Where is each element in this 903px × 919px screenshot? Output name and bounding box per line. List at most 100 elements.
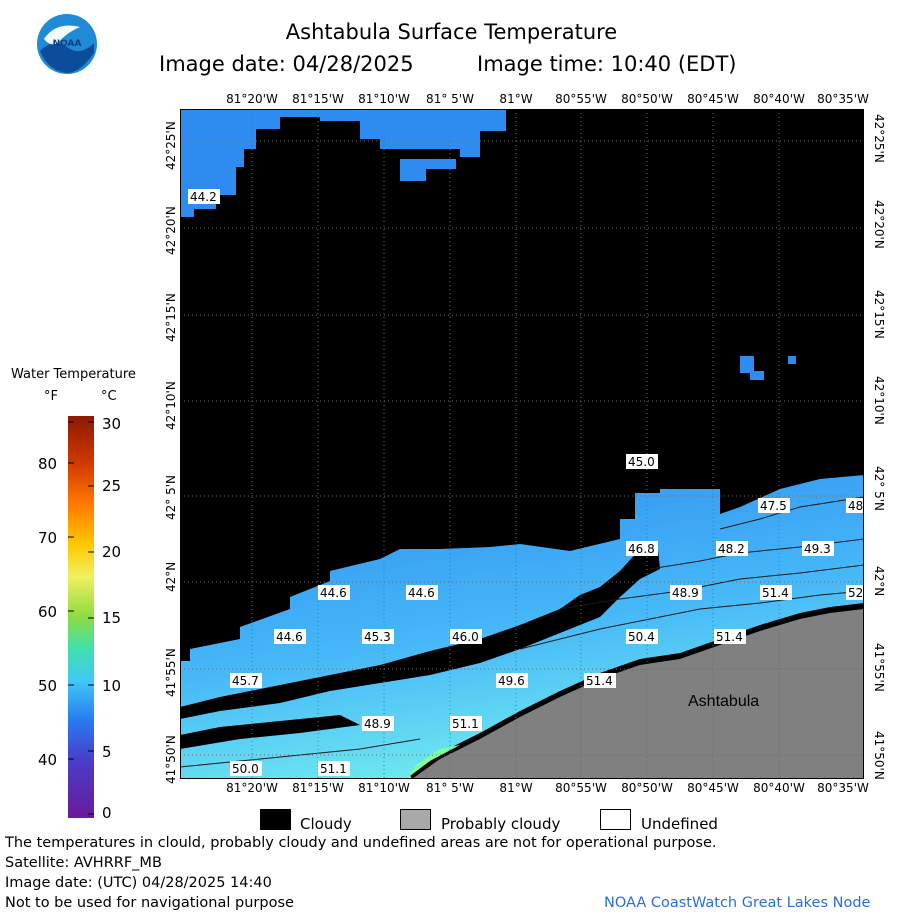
isotherm-label: 46.8 — [628, 542, 655, 556]
footer-nav-warning: Not to be used for navigational purpose — [5, 895, 294, 911]
lon-tick-top: 80°50'W — [621, 92, 673, 106]
scale-label-f: 40 — [38, 751, 58, 769]
lat-tick-left: 42°25'N — [164, 121, 178, 170]
isotherm-label: 49.3 — [804, 542, 831, 556]
footer-disclaimer: The temperatures in clould, probably clo… — [5, 835, 717, 851]
isotherm-label: 52 — [848, 586, 863, 600]
isotherm-label: 48 — [848, 499, 863, 513]
lon-tick-top: 81°W — [499, 92, 533, 106]
lon-tick-bottom: 80°50'W — [621, 781, 673, 795]
isotherm-labels: 44.2 45.0 47.5 48 46.8 48.2 49.3 44.6 44… — [188, 189, 864, 776]
isotherm-label: 45.7 — [232, 674, 259, 688]
lat-tick-right: 42°20'N — [872, 200, 886, 249]
image-date: Image date: 04/28/2025 — [159, 52, 414, 76]
key-label-probably-cloudy: Probably cloudy — [441, 815, 561, 833]
isotherm-label: 47.5 — [760, 499, 787, 513]
isotherm-label: 51.4 — [586, 674, 613, 688]
place-label-ashtabula: Ashtabula — [688, 693, 759, 710]
lat-tick-right: 41°50'N — [872, 731, 886, 780]
image-time: Image time: 10:40 (EDT) — [477, 52, 737, 76]
footer-satellite: Satellite: AVHRRF_MB — [5, 855, 162, 871]
isotherm-label: 45.3 — [364, 630, 391, 644]
isotherm-label: 48.2 — [718, 542, 745, 556]
lon-tick-bottom: 81°15'W — [292, 781, 344, 795]
legend-unit-c: °C — [101, 389, 117, 404]
map-frame — [180, 109, 864, 779]
lon-tick-bottom: 81°20'W — [226, 781, 278, 795]
scale-ticks — [68, 421, 94, 815]
lon-tick-bottom: 81°W — [499, 781, 533, 795]
lon-tick-top: 80°55'W — [555, 92, 607, 106]
lon-tick-bottom: 80°55'W — [555, 781, 607, 795]
lat-tick-right: 42°10'N — [872, 376, 886, 425]
color-scale-bar — [68, 416, 94, 818]
isotherm-label: 44.6 — [408, 586, 435, 600]
scale-label-f: 60 — [38, 603, 58, 621]
water-patch-east-small — [788, 356, 796, 364]
isotherm-label: 45.0 — [628, 455, 655, 469]
isotherm-label: 44.6 — [320, 586, 347, 600]
cloud-band-2 — [180, 715, 360, 749]
lat-tick-right: 41°55'N — [872, 643, 886, 692]
key-label-undefined: Undefined — [641, 815, 718, 833]
isotherm-label: 51.1 — [452, 717, 479, 731]
lat-tick-left: 41°55'N — [164, 648, 178, 697]
lon-tick-top: 80°45'W — [687, 92, 739, 106]
isotherm-label: 51.1 — [320, 762, 347, 776]
isotherm-label: 51.4 — [716, 630, 743, 644]
lat-tick-right: 42°25'N — [872, 114, 886, 163]
lon-tick-bottom: 80°40'W — [753, 781, 805, 795]
land-area — [412, 609, 864, 779]
isotherm-label: 44.6 — [276, 630, 303, 644]
lon-tick-bottom: 80°45'W — [687, 781, 739, 795]
water-patch-east — [740, 356, 764, 380]
footer-utc-date: Image date: (UTC) 04/28/2025 14:40 — [5, 875, 272, 891]
scale-label-c: 5 — [102, 743, 112, 761]
water-patch-north — [180, 109, 506, 217]
map-title: Ashtabula Surface Temperature — [285, 20, 618, 44]
lon-tick-top: 80°40'W — [753, 92, 805, 106]
scale-label-f: 70 — [38, 529, 58, 547]
lat-tick-left: 41°50'N — [164, 735, 178, 784]
svg-text:NOAA: NOAA — [53, 39, 82, 49]
lon-tick-top: 81°10'W — [358, 92, 410, 106]
lat-tick-right: 42° 5'N — [872, 466, 886, 511]
footer-credit: NOAA CoastWatch Great Lakes Node — [604, 895, 871, 911]
lat-tick-left: 42° 5'N — [164, 475, 178, 520]
legend-title: Water Temperature — [11, 367, 136, 382]
key-swatch-probably-cloudy — [400, 809, 431, 830]
cloud-band — [180, 549, 660, 719]
lon-tick-top: 81°15'W — [292, 92, 344, 106]
lat-tick-left: 42°10'N — [164, 381, 178, 430]
lat-tick-left: 42°15'N — [164, 293, 178, 342]
lat-tick-left: 42°N — [164, 561, 178, 592]
lat-tick-right: 42°15'N — [872, 290, 886, 339]
lon-tick-bottom: 81° 5'W — [426, 781, 474, 795]
lon-tick-top: 81° 5'W — [426, 92, 474, 106]
temperature-map: 44.2 45.0 47.5 48 46.8 48.2 49.3 44.6 44… — [180, 109, 864, 779]
key-label-cloudy: Cloudy — [300, 815, 352, 833]
scale-label-c: 10 — [102, 677, 122, 695]
legend-unit-f: °F — [44, 389, 58, 404]
cloud-gap — [380, 149, 460, 159]
lon-tick-top: 80°35'W — [817, 92, 869, 106]
lon-tick-bottom: 81°10'W — [358, 781, 410, 795]
isotherm-label: 44.2 — [190, 190, 217, 204]
isotherm-label: 49.6 — [498, 674, 525, 688]
scale-label-c: 20 — [102, 543, 122, 561]
isotherm-label: 46.0 — [452, 630, 479, 644]
lon-tick-bottom: 80°35'W — [817, 781, 869, 795]
scale-label-c: 0 — [102, 804, 112, 822]
scale-label-c: 30 — [102, 415, 122, 433]
isotherm-label: 50.4 — [628, 630, 655, 644]
lat-tick-left: 42°20'N — [164, 206, 178, 255]
scale-label-f: 80 — [38, 455, 58, 473]
key-swatch-cloudy — [260, 809, 291, 830]
noaa-logo: NOAA — [36, 13, 98, 75]
isotherm-label: 51.4 — [762, 586, 789, 600]
lat-tick-right: 42°N — [872, 566, 886, 597]
scale-label-c: 25 — [102, 477, 122, 495]
key-swatch-undefined — [600, 809, 631, 830]
scale-label-f: 50 — [38, 677, 58, 695]
isotherm-label: 48.9 — [672, 586, 699, 600]
